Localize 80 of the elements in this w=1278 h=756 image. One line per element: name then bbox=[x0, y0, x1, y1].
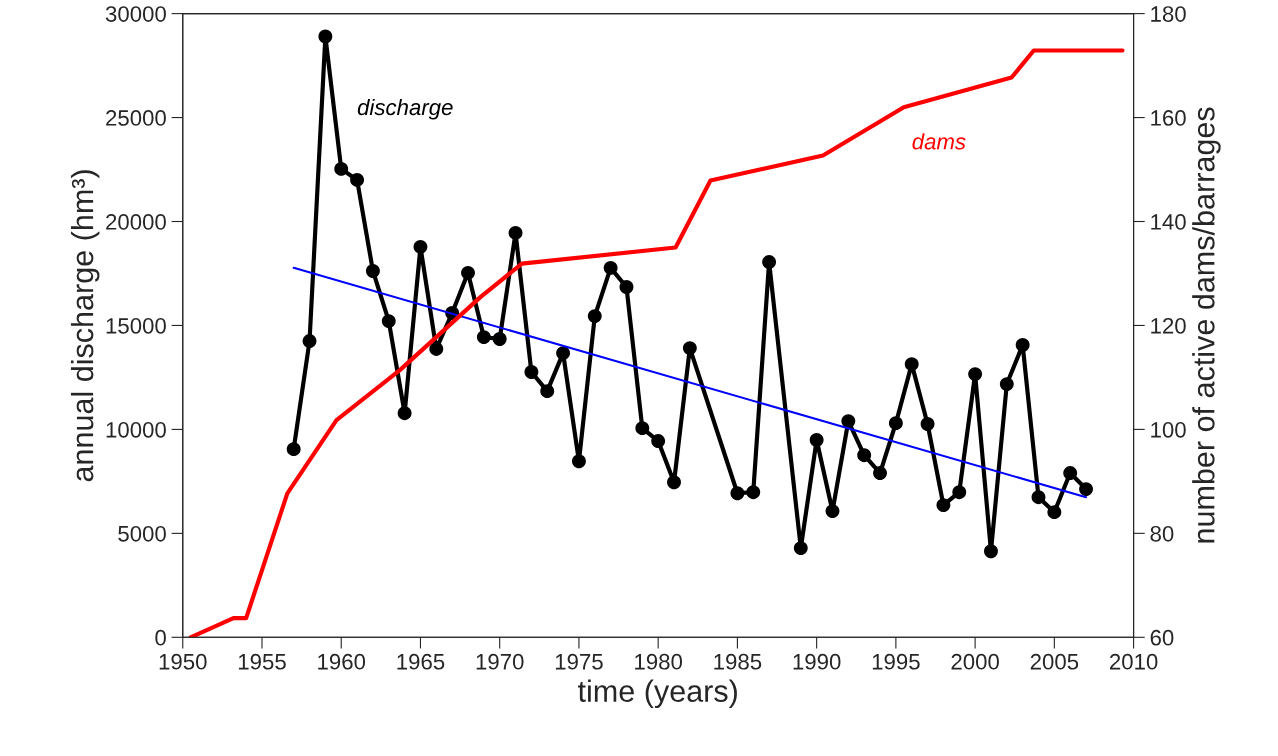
point bbox=[952, 485, 967, 500]
point bbox=[381, 314, 396, 329]
x-tick-label: 2005 bbox=[1030, 653, 1079, 670]
point bbox=[476, 330, 491, 345]
point bbox=[508, 226, 523, 240]
y2-axis-title: number of active dams/barrages bbox=[1192, 107, 1221, 543]
y2-tick-label: 160 bbox=[1151, 110, 1186, 126]
point bbox=[1063, 466, 1078, 481]
y-tick-label: 15000 bbox=[106, 317, 166, 334]
x-tick-label: 1965 bbox=[397, 653, 445, 670]
point bbox=[825, 504, 840, 519]
y2-tick-label: 140 bbox=[1151, 214, 1186, 230]
point bbox=[302, 334, 317, 348]
point bbox=[413, 239, 428, 254]
point bbox=[762, 255, 777, 269]
point bbox=[1031, 490, 1046, 505]
point bbox=[1047, 505, 1062, 520]
y-tick-label: 25000 bbox=[106, 110, 166, 126]
point bbox=[793, 541, 808, 556]
x-tick-label: 1960 bbox=[318, 653, 366, 670]
point bbox=[904, 357, 919, 372]
point bbox=[556, 346, 571, 361]
point bbox=[1015, 338, 1030, 352]
point bbox=[667, 475, 681, 490]
point bbox=[809, 433, 824, 447]
point bbox=[492, 332, 507, 346]
point bbox=[587, 309, 602, 324]
point bbox=[540, 384, 555, 399]
y-axis-title: annual discharge (hm³) bbox=[70, 170, 100, 482]
x-tick-label: 1950 bbox=[159, 653, 207, 670]
point bbox=[318, 29, 333, 44]
x-axis-title: time (years) bbox=[578, 679, 737, 709]
y-tick-label: 10000 bbox=[106, 421, 166, 438]
series-label: discharge bbox=[357, 98, 453, 120]
y-tick-label: 0 bbox=[155, 629, 166, 646]
y2-tick-label: 100 bbox=[1151, 421, 1186, 438]
point bbox=[984, 544, 998, 559]
point bbox=[841, 414, 856, 429]
point bbox=[286, 442, 301, 457]
point bbox=[365, 264, 380, 278]
point bbox=[1079, 482, 1093, 497]
x-tick-label: 1975 bbox=[555, 653, 603, 670]
point bbox=[619, 280, 634, 294]
point bbox=[429, 342, 444, 356]
point bbox=[682, 341, 697, 356]
x-tick-label: 1980 bbox=[635, 653, 683, 670]
point bbox=[730, 486, 745, 501]
point bbox=[999, 377, 1014, 392]
y2-tick-label: 120 bbox=[1151, 317, 1186, 334]
point bbox=[968, 367, 983, 382]
y2-tick-label: 80 bbox=[1150, 525, 1174, 542]
y-tick-label: 5000 bbox=[118, 525, 166, 542]
point bbox=[635, 421, 650, 436]
point bbox=[873, 466, 887, 481]
x-tick-label: 1990 bbox=[793, 653, 841, 670]
point bbox=[746, 485, 761, 500]
y2-tick-label: 60 bbox=[1150, 629, 1174, 646]
series-label: dams bbox=[912, 133, 966, 150]
point bbox=[603, 260, 618, 275]
x-tick-label: 1955 bbox=[238, 653, 286, 670]
point bbox=[461, 265, 475, 280]
point bbox=[350, 172, 365, 187]
point bbox=[397, 406, 412, 421]
y-tick-label: 20000 bbox=[106, 214, 166, 230]
point bbox=[936, 498, 951, 513]
point bbox=[920, 417, 935, 431]
y2-tick-label: 180 bbox=[1151, 6, 1186, 22]
line-series bbox=[188, 48, 1125, 638]
point bbox=[524, 365, 539, 379]
x-tick-label: 2010 bbox=[1109, 653, 1158, 670]
x-tick-label: 1985 bbox=[714, 653, 762, 670]
x-tick-label: 2000 bbox=[951, 653, 999, 670]
point bbox=[888, 416, 903, 431]
point bbox=[334, 161, 349, 176]
point bbox=[857, 448, 872, 463]
x-tick-label: 1995 bbox=[872, 653, 920, 670]
x-tick-label: 1970 bbox=[476, 653, 524, 670]
point bbox=[651, 434, 666, 448]
point bbox=[571, 454, 586, 469]
y-tick-label: 30000 bbox=[105, 6, 166, 22]
